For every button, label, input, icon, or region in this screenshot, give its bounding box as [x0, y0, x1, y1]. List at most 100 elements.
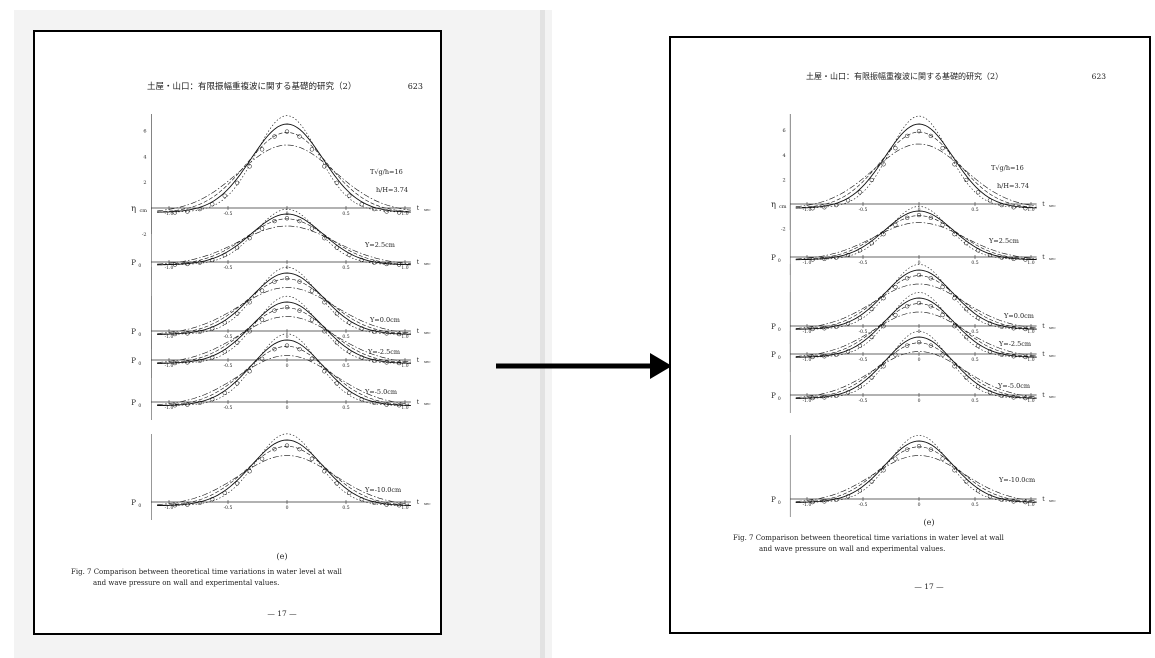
x-tick-label: -1.0 — [165, 211, 174, 217]
experimental-point — [1011, 256, 1016, 262]
experimental-point — [975, 384, 981, 389]
experimental-point — [905, 343, 910, 348]
experimental-point — [952, 364, 957, 369]
theory-curve — [157, 287, 411, 334]
original-scan-page: 土屋・山口：有限振幅重複波に関する基礎的研究（2） 623 η cm 6 4 2 -2 -1… — [33, 30, 442, 635]
t-axis-unit: sec — [424, 330, 431, 335]
experimental-point — [822, 256, 827, 262]
x-tick-label: -0.5 — [224, 211, 233, 217]
experimental-point — [869, 307, 874, 312]
theory-curve — [157, 218, 411, 265]
experimental-point — [845, 321, 851, 326]
experimental-point — [869, 177, 874, 183]
x-tick-label: -0.5 — [224, 265, 233, 271]
experimental-point — [810, 326, 815, 332]
experimental-point — [834, 393, 839, 398]
experimental-point — [952, 324, 957, 329]
experimental-point — [1011, 205, 1016, 210]
experimental-point — [810, 206, 815, 211]
y-axis-subscript: 0 — [778, 355, 781, 361]
t-axis-label: t — [417, 259, 420, 266]
experimental-point — [810, 257, 815, 262]
experimental-point — [1011, 395, 1016, 400]
x-tick-label: -1.0 — [165, 265, 174, 271]
experimental-point — [999, 324, 1004, 329]
experimental-point — [869, 335, 874, 340]
experimental-point — [845, 252, 851, 258]
experimental-point — [185, 360, 190, 365]
experimental-point — [999, 202, 1004, 208]
t-axis-label: t — [417, 399, 420, 406]
experimental-point — [222, 320, 227, 325]
experimental-point — [359, 497, 364, 502]
x-tick-label: 1.0 — [1027, 207, 1034, 213]
experimental-point — [235, 481, 240, 486]
experimental-point — [928, 215, 933, 220]
experimental-point — [272, 447, 277, 452]
experimental-point — [272, 134, 277, 139]
experimental-point — [893, 284, 898, 290]
x-tick-label: -0.5 — [224, 334, 233, 340]
t-axis-label: t — [1042, 201, 1045, 208]
y-axis-label: P — [771, 323, 776, 331]
experimental-point — [1011, 326, 1016, 331]
page-footer: — 17 — — [914, 582, 944, 591]
experimental-point — [272, 347, 277, 352]
experimental-point — [197, 400, 202, 405]
experimental-point — [259, 226, 265, 231]
depth-label: Y=0.0cm — [369, 316, 400, 324]
x-tick-label: -1.0 — [165, 405, 174, 411]
experimental-point — [259, 288, 265, 293]
t-axis-unit: sec — [1049, 256, 1056, 261]
experimental-point — [235, 180, 240, 185]
t-axis-label: t — [1042, 323, 1045, 330]
experimental-point — [975, 190, 981, 195]
experimental-point — [172, 360, 178, 366]
experimental-point — [905, 304, 910, 309]
experimental-point — [893, 222, 898, 228]
experimental-point — [396, 503, 402, 508]
experimental-point — [309, 226, 315, 231]
depth-label: Y=-5.0cm — [364, 388, 397, 396]
experimental-point — [857, 384, 863, 389]
x-tick-label: 0 — [286, 265, 289, 271]
x-tick-label: 0 — [286, 334, 289, 340]
y-tick-label: 2 — [143, 180, 146, 186]
experimental-point — [222, 349, 227, 354]
y-axis-label: P — [131, 399, 136, 407]
x-tick-label: -0.5 — [224, 363, 233, 369]
experimental-point — [857, 315, 863, 320]
experimental-point — [372, 329, 377, 334]
experimental-point — [309, 288, 315, 293]
experimental-point — [322, 469, 327, 474]
experimental-point — [259, 147, 265, 152]
experimental-point — [810, 499, 815, 505]
x-tick-label: 1.0 — [1027, 329, 1034, 335]
experimental-point — [284, 443, 290, 448]
t-axis-unit: sec — [1049, 498, 1056, 503]
caption-line-2: and wave pressure on wall and experiment… — [759, 545, 945, 553]
x-tick-label: -0.5 — [859, 398, 868, 404]
theory-curve — [157, 266, 411, 335]
y-axis-subscript: 0 — [138, 332, 141, 338]
figure-label: (e) — [924, 518, 935, 527]
experimental-point — [999, 352, 1004, 357]
theory-curve — [157, 208, 411, 266]
experimental-point — [372, 358, 377, 363]
experimental-point — [247, 164, 252, 169]
experimental-point — [845, 198, 851, 203]
x-tick-label: 1.0 — [1027, 357, 1034, 363]
experimental-point — [235, 311, 240, 316]
experimental-point — [309, 147, 315, 152]
y-axis-label: η — [131, 204, 136, 213]
experimental-point — [396, 331, 402, 337]
y-tick-label: 2 — [783, 177, 786, 183]
x-tick-label: -1.0 — [803, 398, 812, 404]
experimental-point — [185, 331, 190, 336]
experimental-point — [928, 343, 933, 348]
experimental-point — [987, 390, 993, 395]
page-header: 土屋・山口：有限振幅重複波に関する基礎的研究（2） — [806, 71, 1003, 81]
x-tick-label: 0 — [918, 207, 921, 213]
page-header: 土屋・山口：有限振幅重複波に関する基礎的研究（2） — [147, 81, 356, 92]
